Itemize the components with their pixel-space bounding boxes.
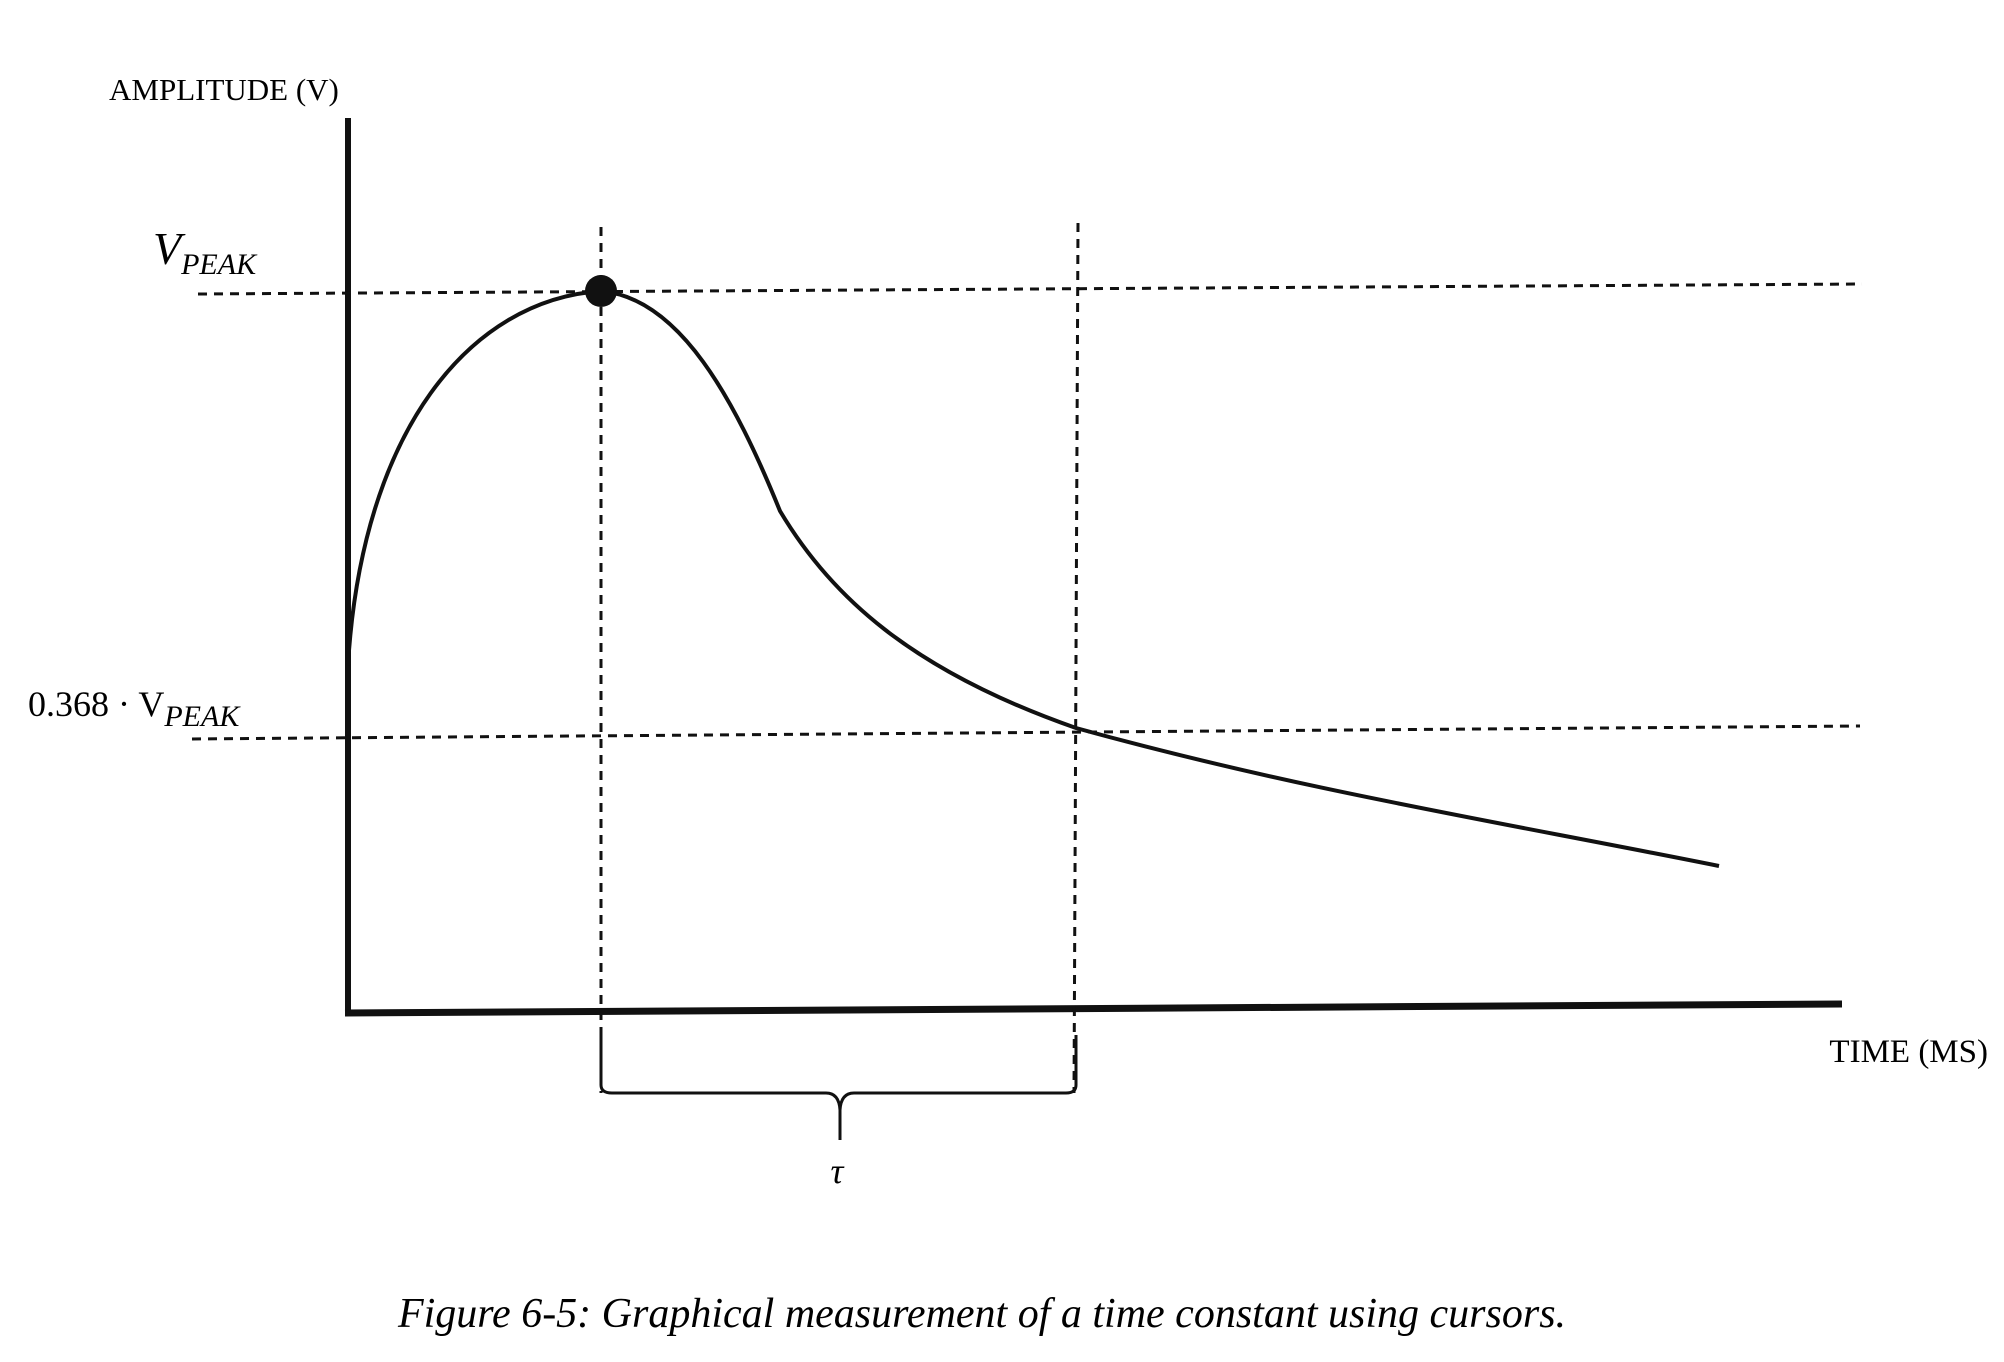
x-axis-label: TIME (MS) <box>1829 1034 1988 1070</box>
signal-curve <box>346 288 1720 868</box>
level-label: 0.368 · VPEAK <box>28 684 241 733</box>
x-axis <box>344 1000 1843 1017</box>
decay-level-line <box>191 724 1861 741</box>
time-cursor <box>1072 222 1080 1094</box>
peak-level-line <box>197 282 1863 296</box>
y-axis-label: AMPLITUDE (V) <box>109 72 339 107</box>
level-label: VPEAK <box>153 223 258 281</box>
level-sub: PEAK <box>180 248 258 281</box>
caption: Figure 6-5: Graphical measurement of a t… <box>397 1291 1566 1337</box>
peak-marker <box>585 275 617 307</box>
interval-label: τ <box>831 1151 845 1191</box>
interval-brace <box>599 1035 1078 1140</box>
level-main: V <box>153 223 186 274</box>
level-main: 0.368 · V <box>28 684 164 724</box>
level-sub: PEAK <box>163 700 241 733</box>
